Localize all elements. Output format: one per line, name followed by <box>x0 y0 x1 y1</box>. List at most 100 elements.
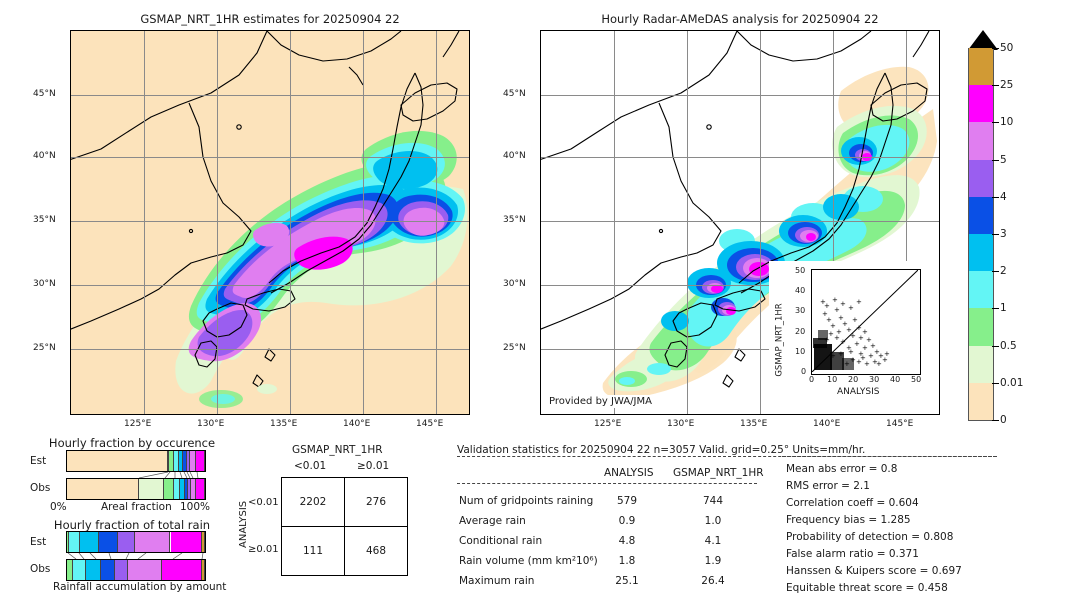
cell-hit-miss-00: 2202 <box>281 477 345 527</box>
colorbar-tickmark <box>992 308 999 310</box>
colorbar-tickmark <box>992 420 999 421</box>
gridline <box>71 157 469 158</box>
occurrence-bar-segment-4 <box>179 451 184 471</box>
gsmap-map-canvas <box>71 31 469 414</box>
left-lat-tick-35N: 35°N <box>33 215 56 225</box>
map-credit: Provided by JWA/JMA <box>547 395 654 408</box>
svg-text:+: + <box>868 352 874 360</box>
svg-text:+: + <box>846 344 852 352</box>
gsmap-estimate-map <box>70 30 470 415</box>
svg-text:+: + <box>858 350 864 358</box>
colorbar-arrow-icon <box>968 30 998 50</box>
scatter-ytick-0: 0 <box>801 367 807 376</box>
colorbar-tickmark <box>992 122 999 124</box>
gridline <box>541 221 939 222</box>
colorbar-tick-2: 2 <box>1000 265 1007 278</box>
validation-score-4: Probability of detection = 0.808 <box>786 531 954 543</box>
svg-text:+: + <box>830 352 836 360</box>
cell-hit-miss-10: 111 <box>281 526 345 576</box>
svg-text:+: + <box>862 344 868 352</box>
contingency-row-header-ge: ≥0.01 <box>248 544 279 555</box>
right-lon-tick-130E: 130°E <box>667 419 695 429</box>
svg-text:+: + <box>848 304 854 312</box>
validation-row-analysis-3: 1.8 <box>618 555 636 567</box>
right-lat-tick-35N: 35°N <box>503 215 526 225</box>
svg-text:+: + <box>832 296 838 304</box>
svg-text:+: + <box>858 334 864 342</box>
colorbar-tick-50: 50 <box>1000 42 1014 54</box>
svg-text:+: + <box>822 310 828 318</box>
validation-row-gsmap-2: 4.1 <box>704 535 722 547</box>
svg-text:+: + <box>820 298 826 306</box>
divider <box>782 456 996 457</box>
right-lat-tick-40N: 40°N <box>503 151 526 161</box>
colorbar-tickmark <box>992 159 999 161</box>
svg-text:+: + <box>850 356 856 364</box>
occurrence-chart-title: Hourly fraction by occurence <box>48 436 216 450</box>
totalrain-bar-segment-4 <box>115 560 128 580</box>
svg-text:+: + <box>824 336 830 344</box>
validation-score-7: Equitable threat score = 0.458 <box>786 582 948 594</box>
colorbar-tickmark <box>992 382 999 384</box>
gridline <box>436 31 437 414</box>
colorbar-tickmark <box>992 196 999 198</box>
gridline <box>541 157 939 158</box>
validation-row-label-2: Conditional rain <box>459 535 543 547</box>
scatter-ytick-30: 30 <box>795 306 806 315</box>
left-panel-title: GSMAP_NRT_1HR estimates for 20250904 22 <box>140 12 400 26</box>
svg-text:+: + <box>856 298 862 306</box>
contingency-table: 2202 276 111 468 <box>281 477 408 576</box>
totalrain-connectors <box>67 553 204 559</box>
colorbar-segment-2 <box>968 122 994 160</box>
svg-text:+: + <box>874 348 880 356</box>
right-lon-tick-140E: 140°E <box>813 419 841 429</box>
left-lat-tick-40N: 40°N <box>33 151 56 161</box>
gridline <box>290 31 291 414</box>
occurrence-xmax-label: 100% <box>180 501 211 513</box>
gridline <box>71 285 469 286</box>
gridline <box>541 95 939 96</box>
scatter-ytick-40: 40 <box>795 286 806 295</box>
validation-score-1: RMS error = 2.1 <box>786 480 870 492</box>
validation-row-gsmap-1: 1.0 <box>704 515 722 527</box>
gridline <box>541 285 939 286</box>
occurrence-bar-segment-0 <box>67 479 139 499</box>
scatter-plot-area: + + + + + + + + + + + + + + + + + + + + + + + + + + + + + + … <box>811 269 921 375</box>
occurrence-bar-segment-3 <box>173 479 181 499</box>
scatter-points: + + + + ++ + ++ + ++ + + + ++ + +++ +++ +++ +++ … <box>812 270 918 372</box>
right-lon-tick-145E: 145°E <box>886 419 914 429</box>
colorbar-tickmark <box>992 85 999 87</box>
svg-text:+: + <box>876 360 882 368</box>
gridline <box>906 31 907 414</box>
left-lon-tick-145E: 145°E <box>416 419 444 429</box>
totalrain-xlabel: Rainfall accumulation by amount <box>53 581 227 593</box>
occurrence-bar-obs <box>66 478 206 500</box>
colorbar-segment-3 <box>968 159 994 197</box>
validation-score-3: Frequency bias = 1.285 <box>786 514 911 526</box>
scatter-xtick-10: 10 <box>827 375 838 384</box>
svg-text:+: + <box>866 336 872 344</box>
validation-header: Validation statistics for 20250904 22 n=… <box>457 444 866 456</box>
occurrence-bar-segment-5 <box>183 451 187 471</box>
colorbar-segment-1 <box>968 85 994 123</box>
colorbar-tick-5: 5 <box>1000 153 1007 166</box>
svg-text:+: + <box>856 358 862 366</box>
totalrain-bar-segment-7 <box>202 532 205 552</box>
validation-score-6: Hanssen & Kuipers score = 0.697 <box>786 565 962 577</box>
occurrence-bar-segment-2 <box>164 479 174 499</box>
svg-text:+: + <box>850 332 856 340</box>
right-lon-tick-135E: 135°E <box>740 419 768 429</box>
left-lon-tick-130E: 130°E <box>197 419 225 429</box>
gridline <box>541 349 939 350</box>
totalrain-row-label-obs: Obs <box>30 563 51 575</box>
validation-row-analysis-4: 25.1 <box>615 575 639 587</box>
validation-row-analysis-0: 579 <box>616 495 638 507</box>
totalrain-chart-title: Hourly fraction of total rain <box>53 518 211 532</box>
scatter-xlabel: ANALYSIS <box>837 387 880 397</box>
colorbar-tick-0.5: 0.5 <box>1000 339 1017 352</box>
occurrence-xmin-label: 0% <box>50 501 67 513</box>
left-lon-tick-140E: 140°E <box>343 419 371 429</box>
gridline <box>71 95 469 96</box>
svg-text:+: + <box>838 350 844 358</box>
colorbar-tick-10: 10 <box>1000 116 1014 129</box>
